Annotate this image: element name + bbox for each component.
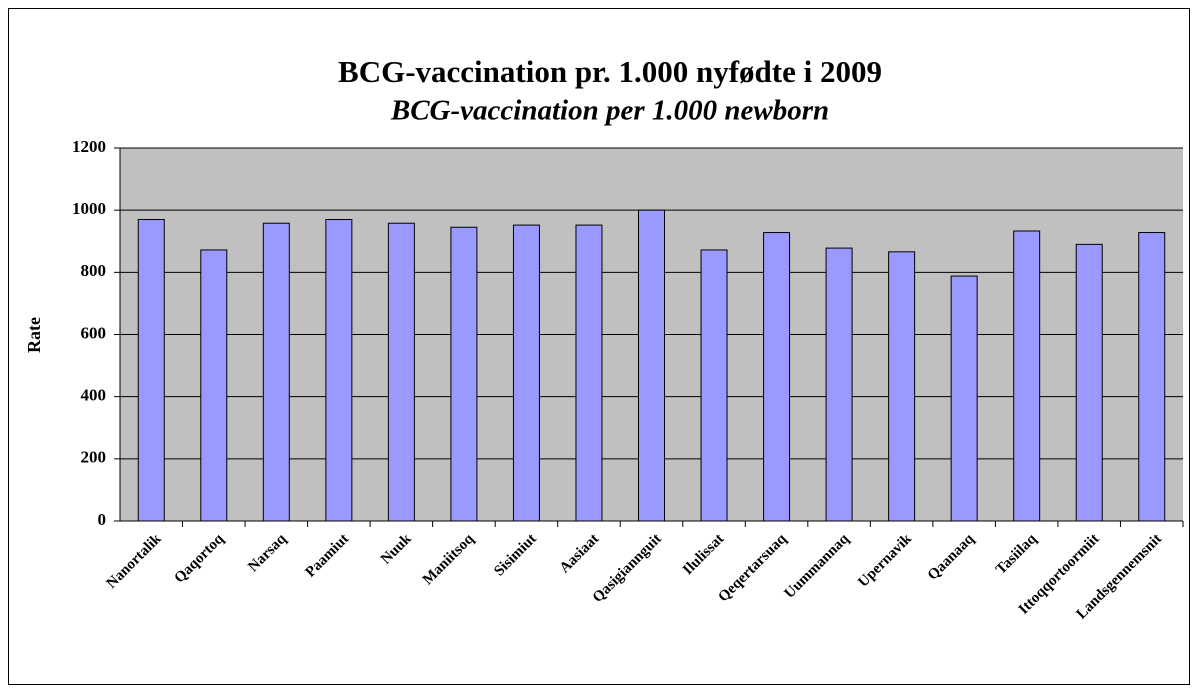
bar	[575, 224, 603, 522]
y-tick-label: 1000	[72, 199, 106, 218]
bar	[1138, 232, 1166, 522]
bar	[700, 249, 728, 522]
y-tick-label: 400	[81, 386, 107, 405]
bar	[325, 218, 353, 522]
bar	[950, 275, 978, 522]
bar	[1075, 243, 1103, 522]
bar	[387, 222, 415, 522]
bar	[262, 222, 290, 522]
bar	[450, 226, 478, 522]
y-axis-label: Rate	[24, 317, 44, 353]
y-tick-label: 0	[98, 510, 107, 529]
bar	[1013, 230, 1041, 522]
bar	[825, 247, 853, 522]
bar	[512, 224, 540, 522]
bar	[200, 249, 228, 522]
bar	[137, 218, 165, 522]
bar	[888, 251, 916, 522]
chart-subtitle: BCG-vaccination per 1.000 newborn	[390, 95, 829, 127]
bar	[638, 209, 665, 522]
chart-title: BCG-vaccination pr. 1.000 nyfødte i 2009	[338, 54, 882, 89]
y-tick-label: 800	[81, 261, 107, 280]
y-tick-label: 200	[81, 448, 107, 467]
y-tick-label: 1200	[72, 137, 106, 156]
bar	[763, 232, 791, 522]
y-tick-label: 600	[81, 323, 107, 342]
